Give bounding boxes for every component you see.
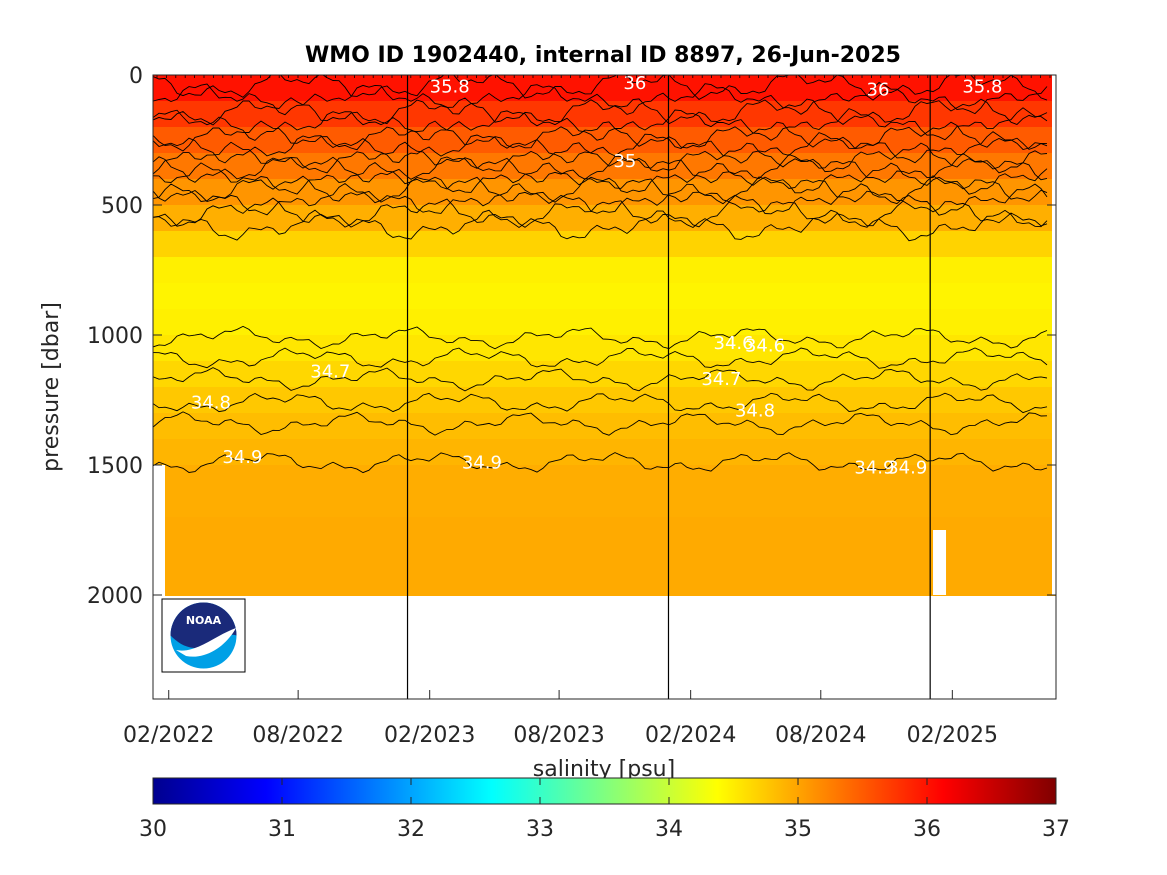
y-tick-label: 0 — [129, 64, 143, 89]
contour-line — [153, 152, 1048, 184]
colorbar — [152, 777, 1057, 805]
colorbar-tick-label: 31 — [268, 817, 296, 842]
y-tick-label: 1000 — [87, 324, 143, 349]
chart-title: WMO ID 1902440, internal ID 8897, 26-Jun… — [305, 43, 901, 68]
contour-line — [153, 75, 1048, 101]
contour-line — [153, 392, 1048, 414]
colorbar-tick-label: 36 — [913, 817, 941, 842]
contour-line — [153, 175, 1048, 203]
contour-line — [153, 182, 1048, 216]
contour-line — [153, 411, 1048, 436]
salinity-bands — [153, 75, 1056, 599]
x-tick-label: 02/2022 — [123, 723, 214, 748]
colorbar-ticks: 30 31 32 33 34 35 36 37 — [139, 778, 1070, 842]
contour-label: 34.9 — [854, 458, 894, 479]
contour-label: 34.9 — [887, 458, 927, 479]
contour-line — [153, 367, 1048, 392]
colorbar-tick-label: 30 — [139, 817, 167, 842]
contour-line — [153, 209, 1048, 242]
x-tick-label: 08/2023 — [513, 723, 604, 748]
contour-label: 35.8 — [430, 77, 470, 98]
contour-label: 36 — [623, 73, 646, 94]
contour-line — [153, 107, 1048, 141]
contour-label: 34.9 — [462, 452, 502, 473]
x-tick-label: 08/2022 — [252, 723, 343, 748]
y-tick-label: 500 — [101, 194, 143, 219]
colorbar-tick-label: 34 — [655, 817, 683, 842]
colorbar-tick-label: 33 — [526, 817, 554, 842]
contour-label: 34.7 — [701, 369, 741, 390]
contour-lines — [153, 75, 1048, 474]
contour-line — [153, 347, 1048, 369]
colorbar-tick-label: 32 — [397, 817, 425, 842]
contour-label: 36 — [867, 79, 890, 100]
contour-label: 34.9 — [222, 447, 262, 468]
contour-line — [153, 452, 1048, 474]
y-axis-ticks: 0 500 1000 1500 2000 — [87, 64, 1056, 609]
contour-label: 34.8 — [735, 400, 775, 421]
contour-label: 35.8 — [962, 77, 1002, 98]
x-tick-label: 02/2023 — [384, 723, 475, 748]
contour-line — [153, 131, 1048, 164]
y-tick-label: 2000 — [87, 584, 143, 609]
x-tick-label: 02/2025 — [907, 723, 998, 748]
x-tick-label: 08/2024 — [775, 723, 866, 748]
contour-label: 34.8 — [191, 393, 231, 414]
colorbar-tick-label: 37 — [1042, 817, 1070, 842]
year-lines — [406, 75, 931, 699]
y-tick-label: 1500 — [87, 454, 143, 479]
x-axis-ticks: 02/2022 08/2022 02/2023 08/2023 02/2024 08/20… — [123, 690, 998, 748]
y-axis-label: pressure [dbar] — [39, 302, 64, 472]
plot-frame — [152, 74, 1057, 700]
colorbar-tick-label: 35 — [784, 817, 812, 842]
contour-line — [153, 197, 1048, 228]
contour-label: 34.6 — [745, 335, 785, 356]
noaa-logo: NOAA — [161, 598, 246, 673]
contour-label: 34.6 — [714, 333, 754, 354]
contour-line — [153, 120, 1048, 152]
svg-text:NOAA: NOAA — [186, 614, 222, 627]
contour-line — [153, 97, 1048, 126]
contour-label: 34.7 — [310, 361, 350, 382]
contour-label: 35 — [613, 151, 636, 172]
contour-line — [153, 325, 1048, 350]
x-tick-label: 02/2024 — [645, 723, 736, 748]
contour-line — [153, 81, 1048, 116]
contour-line — [153, 161, 1048, 195]
contour-line — [153, 141, 1048, 175]
